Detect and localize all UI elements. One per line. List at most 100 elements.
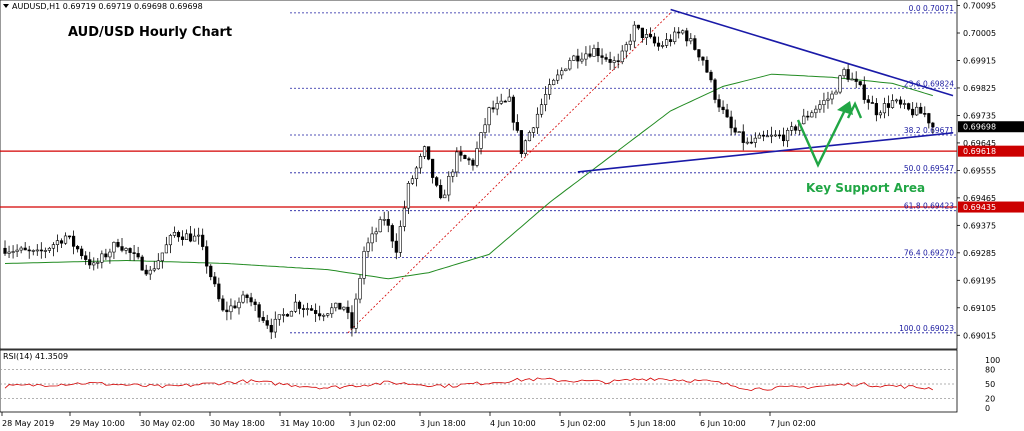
candle-body bbox=[846, 69, 850, 80]
candle-body bbox=[100, 253, 104, 263]
candle-body bbox=[677, 31, 681, 34]
candle-body bbox=[136, 253, 140, 258]
key-support-label: Key Support Area bbox=[806, 181, 925, 195]
level-price-box bbox=[958, 201, 1024, 213]
candle-body bbox=[862, 84, 866, 100]
candle-body bbox=[673, 31, 677, 42]
candle-body bbox=[67, 235, 72, 238]
candle-body bbox=[592, 48, 596, 57]
candle-body bbox=[499, 100, 503, 104]
candle-body bbox=[689, 38, 693, 42]
candle-body bbox=[249, 297, 253, 303]
candle-body bbox=[741, 131, 745, 143]
candle-body bbox=[709, 71, 713, 81]
candle-body bbox=[749, 141, 753, 144]
candle-body bbox=[580, 58, 584, 62]
rsi-line bbox=[4, 377, 933, 392]
candle-body bbox=[318, 313, 322, 317]
candle-body bbox=[96, 262, 100, 264]
candle-body bbox=[140, 256, 144, 271]
candle-body bbox=[338, 302, 342, 310]
candle-body bbox=[116, 241, 120, 247]
candle-body bbox=[773, 134, 778, 137]
candle-body bbox=[265, 320, 269, 326]
candle-body bbox=[830, 93, 834, 100]
candle-body bbox=[205, 246, 209, 267]
candle-body bbox=[439, 185, 443, 199]
candle-body bbox=[761, 134, 766, 137]
candle-body bbox=[410, 178, 415, 184]
candle-body bbox=[713, 79, 717, 100]
candle-body bbox=[19, 247, 23, 251]
candle-body bbox=[229, 305, 233, 313]
candle-body bbox=[354, 298, 358, 329]
y-tick-label: 0.69465 bbox=[963, 194, 996, 203]
rsi-tick-label: 50 bbox=[985, 380, 995, 389]
candle-body bbox=[471, 159, 475, 166]
y-tick-label: 0.69105 bbox=[963, 304, 996, 313]
candle-body bbox=[907, 103, 911, 110]
fib-level-label: 61.8 0.69423 bbox=[904, 202, 954, 211]
candle-body bbox=[572, 55, 576, 61]
candle-body bbox=[390, 225, 394, 242]
y-tick-label: 0.69375 bbox=[963, 221, 996, 230]
candle-body bbox=[217, 283, 221, 300]
candle-body bbox=[176, 232, 181, 238]
candle-body bbox=[616, 60, 620, 63]
candle-body bbox=[628, 40, 632, 45]
candle-body bbox=[660, 45, 665, 47]
y-tick-label: 0.70095 bbox=[963, 2, 996, 11]
candle-body bbox=[765, 135, 770, 138]
candle-body bbox=[576, 55, 580, 62]
candle-body bbox=[257, 304, 261, 318]
rsi-tick-label: 80 bbox=[985, 366, 995, 375]
candle-body bbox=[253, 301, 257, 305]
candle-body bbox=[890, 100, 895, 108]
candle-body bbox=[188, 233, 193, 242]
candle-body bbox=[76, 246, 80, 250]
candle-body bbox=[285, 314, 290, 317]
candle-body bbox=[717, 99, 721, 108]
candle-body bbox=[725, 109, 729, 118]
candle-body bbox=[326, 313, 330, 316]
candle-body bbox=[435, 177, 439, 186]
candle-body bbox=[342, 306, 346, 310]
candle-body bbox=[455, 151, 459, 173]
current-price-label: 0.69698 bbox=[963, 123, 996, 132]
candle-body bbox=[47, 247, 51, 251]
candle-body bbox=[842, 69, 846, 77]
candle-body bbox=[640, 27, 644, 38]
candle-body bbox=[600, 55, 604, 58]
candle-body bbox=[31, 250, 35, 252]
arrow-head-icon bbox=[846, 101, 863, 119]
y-tick-label: 0.70005 bbox=[963, 29, 996, 38]
candle-body bbox=[818, 104, 822, 110]
symbol-dropdown-icon[interactable] bbox=[3, 4, 9, 8]
candle-body bbox=[11, 251, 15, 253]
candle-body bbox=[451, 171, 455, 177]
candle-body bbox=[184, 233, 189, 240]
candle-body bbox=[854, 78, 858, 82]
candle-body bbox=[310, 308, 314, 311]
candle-body bbox=[370, 233, 374, 244]
candle-body bbox=[810, 112, 814, 118]
candle-body bbox=[664, 39, 669, 46]
candle-body bbox=[584, 53, 588, 60]
x-tick-label: 5 Jun 02:00 bbox=[560, 419, 606, 428]
candle-body bbox=[273, 318, 277, 333]
candle-body bbox=[866, 99, 870, 103]
candle-body bbox=[261, 316, 265, 321]
candle-body bbox=[475, 148, 479, 166]
candle-body bbox=[519, 130, 523, 154]
candle-body bbox=[289, 311, 294, 317]
candle-body bbox=[927, 113, 931, 124]
candle-body bbox=[527, 132, 532, 142]
triangle-upper-trendline bbox=[670, 8, 954, 97]
candle-body bbox=[612, 60, 616, 63]
candle-body bbox=[874, 103, 878, 116]
rsi-pane-frame bbox=[0, 349, 958, 413]
candle-body bbox=[903, 103, 907, 105]
level-price-box bbox=[958, 145, 1024, 157]
candle-body bbox=[931, 122, 935, 128]
candle-body bbox=[507, 96, 511, 102]
